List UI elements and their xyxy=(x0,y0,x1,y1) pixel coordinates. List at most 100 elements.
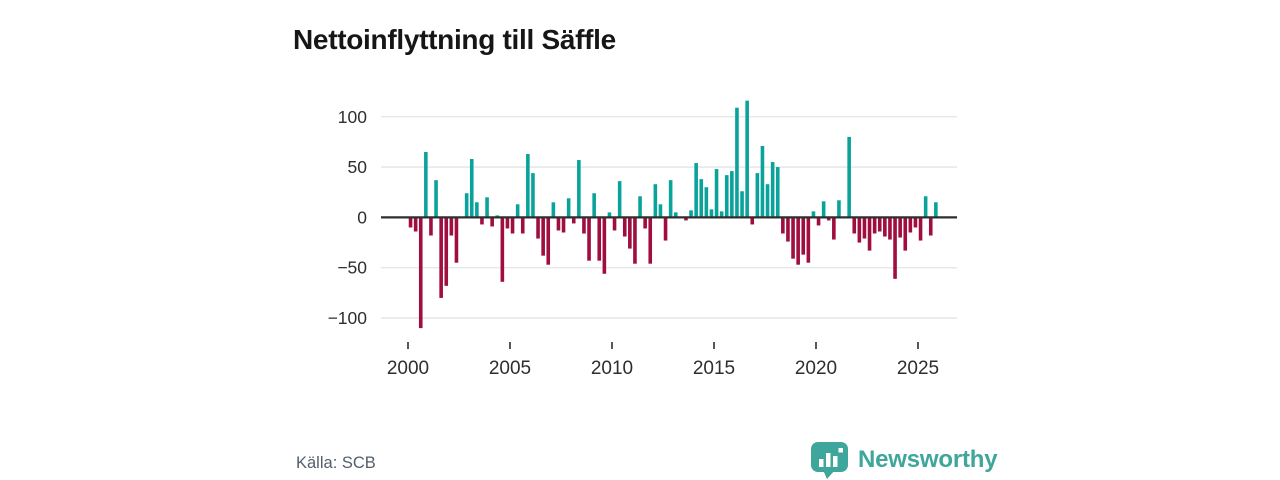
bar-2003-q2 xyxy=(475,202,479,218)
bar-2016-q2 xyxy=(740,191,744,218)
bar-2018-q2 xyxy=(781,217,785,234)
bar-2017-q2 xyxy=(760,145,765,218)
bar-2006-q2 xyxy=(536,217,540,239)
bar-2025-q4 xyxy=(934,202,938,218)
bar-2015-q1 xyxy=(714,169,719,218)
bar-2018-q4 xyxy=(791,217,795,259)
logo-bar-1 xyxy=(819,459,824,467)
bar-2020-q3 xyxy=(826,217,831,221)
bar-2007-q3 xyxy=(561,217,566,233)
bar-2012-q3 xyxy=(663,217,668,241)
bar-2023-q1 xyxy=(877,217,882,232)
bar-2015-q3 xyxy=(724,175,729,218)
bar-2017-q1 xyxy=(755,173,760,218)
bar-2011-q4 xyxy=(648,217,653,264)
bar-2004-q1 xyxy=(490,217,494,227)
bar-2016-q3 xyxy=(745,100,749,218)
bar-2009-q2 xyxy=(597,217,602,261)
bar-2011-q1 xyxy=(633,217,637,264)
bar-2007-q2 xyxy=(556,217,561,231)
bar-2020-q4 xyxy=(832,217,836,240)
bar-2009-q4 xyxy=(607,212,612,218)
bar-2004-q3 xyxy=(500,217,505,282)
bar-2023-q4 xyxy=(893,217,897,279)
bar-2025-q3 xyxy=(928,217,933,236)
bar-2016-q1 xyxy=(735,107,739,218)
bar-2000-q4 xyxy=(424,151,428,218)
y-axis-tick-label: 0 xyxy=(357,207,367,227)
y-axis-tick-label: 100 xyxy=(338,107,367,127)
bar-2013-q1 xyxy=(673,212,678,218)
bar-2010-q1 xyxy=(612,217,617,231)
x-axis-tick-label: 2025 xyxy=(897,358,939,379)
bar-2018-q1 xyxy=(775,167,780,218)
bar-2024-q2 xyxy=(903,217,908,251)
bar-2019-q4 xyxy=(811,211,816,218)
bar-2008-q4 xyxy=(587,217,591,261)
x-axis-tick-label: 2020 xyxy=(795,358,837,379)
bar-2014-q3 xyxy=(704,187,709,218)
bar-2001-q2 xyxy=(434,180,438,218)
bar-2024-q3 xyxy=(908,217,913,233)
x-axis-tick-label: 2000 xyxy=(387,358,429,379)
bar-2021-q4 xyxy=(852,217,857,234)
bar-2013-q4 xyxy=(689,210,693,218)
bar-2016-q4 xyxy=(750,217,755,225)
bar-2008-q2 xyxy=(577,160,581,218)
bar-2005-q1 xyxy=(510,217,515,234)
bar-2015-q2 xyxy=(719,211,724,218)
bar-2003-q3 xyxy=(480,217,484,225)
bar-2012-q4 xyxy=(668,180,673,218)
newsworthy-logo: Newsworthy xyxy=(810,441,998,479)
logo-bar-3 xyxy=(833,456,838,467)
speech-bubble-shape xyxy=(811,442,848,479)
bar-2015-q4 xyxy=(730,171,734,218)
bar-2008-q3 xyxy=(582,217,586,234)
bar-2014-q1 xyxy=(694,163,698,218)
newsworthy-logo-icon xyxy=(811,442,848,479)
newsworthy-logo-text: Newsworthy xyxy=(858,446,998,473)
bar-2019-q2 xyxy=(801,217,806,255)
bar-2006-q3 xyxy=(541,217,545,256)
bar-2025-q1 xyxy=(918,217,923,241)
x-axis-tick-label: 2005 xyxy=(489,358,531,379)
bar-2024-q4 xyxy=(913,217,918,228)
y-axis-tick-label: −100 xyxy=(328,308,368,328)
bar-2003-q1 xyxy=(469,159,474,218)
bar-2001-q3 xyxy=(439,217,443,298)
chart-title: Nettoinflyttning till Säffle xyxy=(293,23,616,55)
bar-2002-q4 xyxy=(464,193,469,218)
bar-2025-q2 xyxy=(923,196,928,218)
bar-2022-q1 xyxy=(857,217,862,243)
bar-2000-q1 xyxy=(408,217,413,228)
bar-2012-q1 xyxy=(653,184,658,218)
bar-2017-q3 xyxy=(765,184,770,218)
bar-2014-q2 xyxy=(699,179,704,218)
bar-2020-q2 xyxy=(821,201,826,218)
bar-2011-q3 xyxy=(643,217,647,229)
bar-2008-q1 xyxy=(571,217,576,224)
bar-2023-q3 xyxy=(888,217,892,240)
bar-2017-q4 xyxy=(770,162,775,218)
bar-2021-q1 xyxy=(837,200,841,218)
x-axis-tick-label: 2010 xyxy=(591,358,633,379)
bar-2009-q3 xyxy=(602,217,607,274)
bar-2011-q2 xyxy=(638,196,642,218)
bar-2005-q4 xyxy=(526,153,530,218)
bar-2000-q3 xyxy=(418,217,423,329)
bar-2022-q3 xyxy=(867,217,872,251)
bar-2003-q4 xyxy=(485,197,489,218)
bar-2018-q3 xyxy=(786,217,790,242)
bar-2005-q2 xyxy=(515,204,520,218)
source-label: Källa: SCB xyxy=(296,454,376,472)
bar-2014-q4 xyxy=(709,209,714,218)
bar-2012-q2 xyxy=(658,204,663,218)
bar-2020-q1 xyxy=(816,217,821,226)
bar-2000-q2 xyxy=(413,217,418,232)
bar-2010-q4 xyxy=(628,217,632,249)
y-axis-tick-label: 50 xyxy=(348,157,368,177)
bar-2023-q2 xyxy=(883,217,887,237)
bar-2021-q3 xyxy=(847,136,851,218)
bar-2024-q1 xyxy=(898,217,902,238)
bar-2019-q1 xyxy=(796,217,800,265)
